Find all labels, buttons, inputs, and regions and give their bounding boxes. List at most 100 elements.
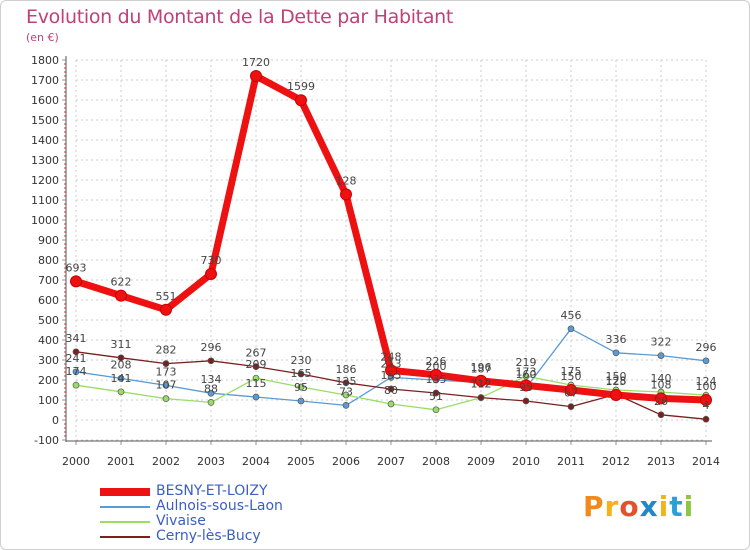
data-label: 150 [561, 370, 582, 383]
data-point [297, 397, 305, 405]
logo-letter: i [683, 490, 695, 523]
data-label: 248 [381, 350, 402, 363]
y-tick-label: 300 [38, 354, 59, 367]
x-tick-label: 2010 [512, 455, 540, 468]
legend-swatch [100, 487, 150, 496]
logo-letter: o [619, 490, 640, 523]
data-point [72, 381, 80, 389]
data-point [657, 352, 665, 359]
data-label: 100 [696, 380, 717, 393]
data-point [340, 188, 352, 201]
x-tick-label: 2004 [242, 455, 270, 468]
data-label: 115 [246, 377, 267, 390]
data-label: 135 [426, 373, 447, 386]
axes: -100 0 100 200 300 400 500 600 700 800 900 1000 1100… [31, 54, 720, 468]
data-label: 200 [426, 360, 447, 373]
data-label: 1720 [242, 56, 270, 69]
y-tick-label: -100 [34, 434, 59, 447]
data-point [342, 379, 350, 387]
x-tick-label: 2002 [152, 455, 180, 468]
data-label: 108 [651, 378, 672, 391]
legend-swatch [100, 535, 150, 538]
data-point [162, 395, 170, 402]
y-tick-label: 100 [38, 394, 59, 407]
data-label: 124 [696, 375, 717, 388]
data-label: 107 [156, 379, 177, 392]
data-label: 155 [381, 369, 402, 382]
x-tick-label: 2005 [287, 455, 315, 468]
data-label: 209 [246, 358, 267, 371]
y-tick-label: 1200 [31, 174, 59, 187]
data-point [342, 391, 350, 399]
data-point [387, 385, 395, 393]
legend-item: Cerny-lès-Bucy [100, 529, 283, 544]
legend-label: Cerny-lès-Bucy [156, 528, 261, 544]
legend-swatch [100, 520, 150, 523]
data-label: 241 [66, 352, 87, 365]
data-label: 296 [201, 341, 222, 354]
logo-letter: t [669, 490, 684, 523]
y-tick-label: 400 [38, 334, 59, 347]
data-label: 551 [156, 290, 177, 303]
data-label: 67 [564, 387, 578, 400]
data-point [115, 289, 127, 302]
data-label: 226 [426, 355, 447, 368]
data-label: 341 [66, 332, 87, 345]
y-tick-label: 500 [38, 314, 59, 327]
y-tick-label: 600 [38, 294, 59, 307]
data-point [297, 370, 305, 378]
data-point [657, 411, 665, 419]
logo-letter: r [604, 490, 620, 523]
data-label: 134 [201, 373, 222, 386]
data-label: 187 [471, 363, 492, 376]
data-point [477, 394, 485, 401]
data-label: 128 [336, 174, 357, 187]
data-label: 1599 [287, 80, 315, 93]
data-point [72, 368, 80, 376]
data-point [297, 383, 305, 391]
legend-item: BESNY-ET-LOIZY [100, 484, 283, 499]
data-point [567, 325, 575, 333]
data-point [207, 399, 215, 406]
x-tick-label: 2003 [197, 455, 225, 468]
data-label: 282 [156, 344, 177, 357]
proxiti-logo: Proxiti [583, 490, 694, 523]
data-label: 51 [429, 390, 443, 403]
data-point [700, 394, 712, 406]
data-label: 230 [291, 354, 312, 367]
y-tick-label: 1600 [31, 94, 59, 107]
data-point [522, 372, 530, 380]
y-tick-label: 1700 [31, 74, 59, 87]
data-label: 208 [111, 358, 132, 371]
data-label: 219 [516, 356, 537, 369]
data-label: 213 [381, 357, 402, 370]
x-tick-label: 2001 [107, 455, 135, 468]
x-tick-label: 2008 [422, 455, 450, 468]
data-point [432, 389, 440, 397]
legend-label: Aulnois-sous-Laon [156, 498, 283, 514]
data-point [702, 357, 710, 365]
data-point [567, 403, 575, 410]
data-point [295, 94, 307, 107]
data-label: 173 [516, 365, 537, 378]
x-tick-label: 2012 [602, 455, 630, 468]
data-point [250, 70, 262, 82]
x-tick-label: 2013 [647, 455, 675, 468]
data-point [387, 400, 395, 408]
y-tick-label: 0 [52, 414, 59, 427]
data-label: 296 [696, 341, 717, 354]
data-point [117, 388, 125, 396]
data-label: 730 [201, 254, 222, 267]
x-tick-label: 2006 [332, 455, 360, 468]
data-label: 88 [204, 382, 218, 395]
data-point [117, 354, 125, 362]
data-point [160, 303, 172, 316]
data-label: 174 [66, 365, 87, 378]
data-point [162, 360, 170, 367]
data-label: 128 [606, 374, 627, 387]
data-point [252, 374, 260, 382]
data-label: 173 [156, 365, 177, 378]
y-tick-label: 900 [38, 234, 59, 247]
data-point [385, 364, 397, 377]
